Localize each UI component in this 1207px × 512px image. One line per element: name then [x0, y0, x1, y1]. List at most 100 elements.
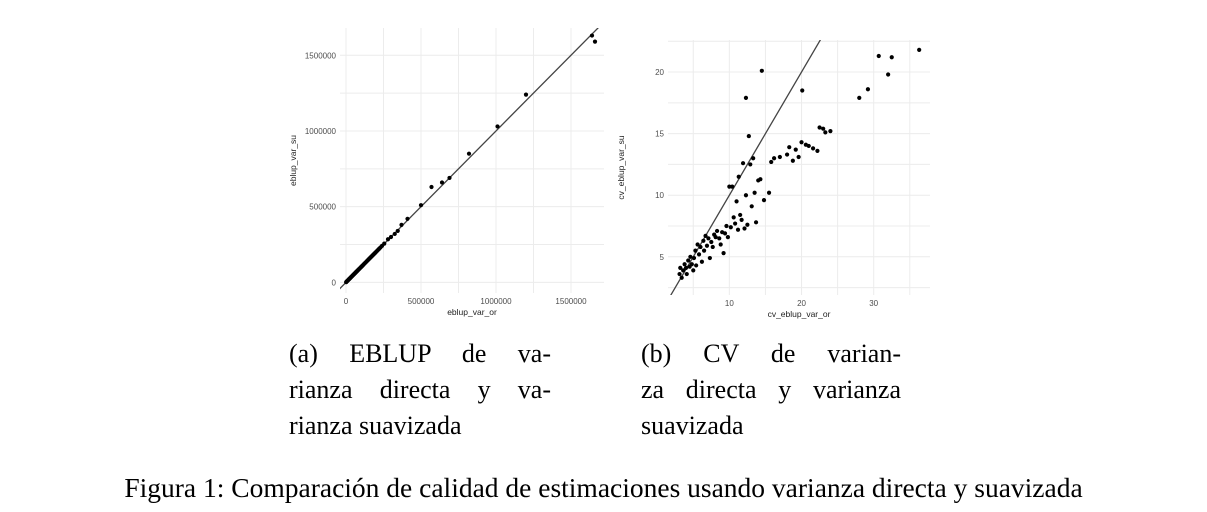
chart-b-data-point — [745, 222, 750, 227]
chart-b-data-point — [682, 262, 687, 267]
chart-b-data-point — [815, 148, 820, 153]
chart-b-data-point — [751, 156, 756, 161]
chart-b-y-axis-label: cv_eblup_var_su — [616, 135, 626, 200]
subcaption-a-line-1: (a) EBLUP de va- — [289, 339, 551, 368]
chart-b-data-point — [749, 204, 754, 209]
chart-b-data-point — [793, 147, 798, 152]
chart-b-data-point — [691, 268, 696, 273]
chart-a-x-tick-label: 0 — [344, 297, 349, 306]
chart-a-data-point — [418, 203, 424, 208]
chart-b-x-tick-label: 20 — [797, 299, 806, 308]
chart-a-y-tick-label: 0 — [332, 278, 337, 287]
chart-b-data-point — [727, 184, 732, 189]
chart-a-data-point — [399, 222, 404, 227]
chart-a-data-point — [388, 234, 394, 240]
chart-b-data-point — [784, 152, 790, 157]
chart-b-data-point — [678, 265, 683, 270]
subcaption-b-line-2: za directa y varianza — [641, 375, 901, 404]
chart-b-data-point — [748, 162, 753, 167]
chart-b-data-point — [722, 231, 728, 236]
chart-b-data-point — [800, 88, 805, 93]
chart-b-data-point — [698, 244, 703, 250]
chart-b-x-axis-label: cv_eblup_var_or — [768, 309, 831, 319]
chart-b-data-point — [865, 87, 871, 92]
chart-b-data-point — [724, 223, 729, 229]
chart-b-x-tick-label: 30 — [869, 299, 878, 308]
chart-b-data-point — [796, 154, 801, 160]
chart-a-x-tick-label: 1000000 — [480, 297, 512, 306]
subcaption-a: (a) EBLUP de va- rianza directa y va- ri… — [289, 336, 551, 444]
chart-b-data-point — [736, 174, 741, 179]
chart-b-data-point — [689, 262, 694, 267]
chart-b-y-tick-label: 5 — [660, 253, 665, 262]
chart-b-data-point — [703, 233, 708, 238]
chart-b-data-point — [706, 236, 711, 241]
chart-b-data-point — [758, 177, 763, 182]
chart-b-data-point — [691, 255, 697, 261]
chart-b-y-tick-label: 15 — [655, 130, 664, 139]
chart-a-data-point — [439, 180, 445, 185]
subcaption-b-line-3: suavizada — [641, 411, 744, 440]
chart-b-data-point — [686, 258, 691, 263]
chart-b-data-point — [761, 198, 767, 203]
chart-a-data-point — [405, 216, 410, 221]
chart-b-data-point — [743, 193, 749, 198]
chart-b-data-point — [759, 68, 764, 73]
chart-b-data-point — [695, 242, 700, 247]
chart-b-y-tick-label: 20 — [655, 68, 664, 77]
chart-b-identity-line — [670, 40, 822, 295]
chart-b-data-point — [683, 265, 689, 270]
chart-a-data-point — [385, 237, 391, 242]
scatter-plot-a: 0 500000 1000000 1500000 0 500000 1000000 15000… — [288, 28, 604, 317]
chart-a-y-tick-label: 1500000 — [305, 51, 337, 60]
scatter-plot-b: 10 20 305101520cv_eblup_var_orcv_eblup_var… — [616, 40, 930, 319]
chart-b-data-point — [681, 268, 686, 273]
chart-b-data-point — [823, 130, 828, 135]
chart-b-data-point — [710, 244, 715, 250]
chart-a-y-tick-label: 500000 — [309, 203, 336, 212]
chart-b-data-point — [787, 145, 792, 150]
chart-b-data-point — [725, 235, 731, 240]
chart-b-x-tick-label: 10 — [725, 299, 734, 308]
chart-b-data-point — [876, 53, 881, 59]
chart-b-data-point — [806, 143, 811, 149]
chart-b-y-tick-label: 10 — [655, 191, 664, 200]
chart-b-data-point — [777, 154, 782, 160]
chart-b-data-point — [730, 184, 735, 189]
chart-a-data-point — [392, 231, 397, 237]
scatter-panel-b: 10 20 30 5 10 15 20 cv_eblup_var_or cv_eblup_var… — [616, 28, 932, 328]
chart-b-data-point — [799, 140, 804, 145]
chart-b-data-point — [739, 217, 744, 222]
chart-b-data-point — [693, 248, 698, 253]
chart-b-data-point — [679, 275, 684, 280]
chart-a-data-point — [447, 175, 452, 181]
chart-b-data-point — [810, 146, 816, 151]
chart-b-data-point — [707, 255, 712, 261]
chart-b-data-point — [753, 220, 759, 225]
chart-b-data-point — [713, 235, 718, 240]
chart-a-y-axis-label: eblup_var_su — [288, 135, 298, 186]
chart-b-data-point — [766, 190, 772, 195]
chart-b-data-point — [886, 72, 891, 77]
chart-b-data-point — [828, 129, 833, 134]
subcaption-b-line-1: (b) CV de varian- — [641, 339, 901, 368]
chart-b-data-point — [718, 242, 723, 247]
chart-a-x-axis-label: eblup_var_or — [447, 307, 497, 317]
chart-a-data-point — [429, 184, 434, 190]
chart-b-data-point — [790, 158, 795, 163]
chart-b-data-point — [694, 263, 699, 268]
chart-a-data-point — [382, 241, 387, 246]
subcaption-b: (b) CV de varian- za directa y varianza … — [641, 336, 901, 444]
chart-b-data-point — [742, 226, 747, 231]
chart-b-data-point — [889, 55, 894, 60]
chart-b-data-point — [917, 47, 922, 52]
chart-a-y-tick-label: 1000000 — [305, 127, 337, 136]
chart-b-data-point — [746, 133, 751, 139]
chart-a-data-point — [466, 151, 472, 156]
chart-b-data-point — [696, 252, 702, 257]
chart-b-data-point — [734, 199, 739, 204]
chart-b-data-point — [701, 248, 707, 253]
chart-a-x-tick-label: 1500000 — [555, 297, 587, 306]
chart-b-data-point — [709, 239, 714, 245]
chart-b-data-point — [743, 95, 749, 100]
